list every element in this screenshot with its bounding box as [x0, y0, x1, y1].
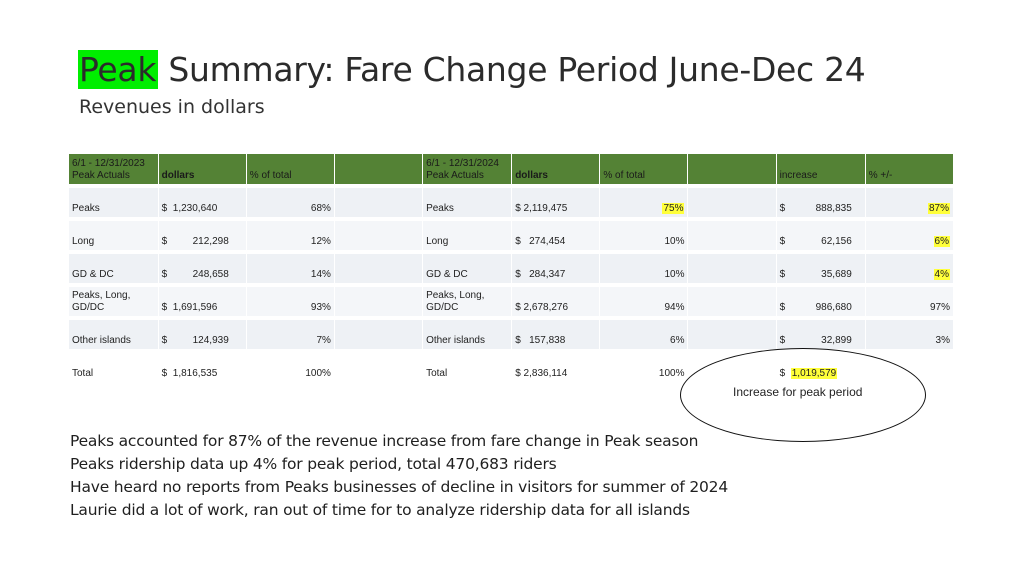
header-increase: increase	[776, 154, 866, 184]
row-increase: $62,156	[776, 219, 866, 254]
row-label-2024: Long	[422, 219, 513, 254]
row-blank	[687, 285, 777, 320]
row-pct-change: 97%	[865, 285, 955, 320]
row-pct-2023: 93%	[246, 285, 335, 320]
header-period-2024: 6/1 - 12/31/2024 Peak Actuals	[422, 154, 513, 184]
row-pct-2023: 68%	[246, 188, 335, 221]
row-blank	[687, 219, 777, 254]
row-label-2023: Other islands	[69, 318, 159, 353]
row-pct-2024: 10%	[599, 219, 689, 254]
table-header: 6/1 - 12/31/2023 Peak Actuals dollars % o…	[69, 154, 955, 184]
row-dollars-2024: $ 2,678,276	[511, 285, 601, 320]
row-dollars-2023: $124,939	[158, 318, 247, 353]
row-label-2024: Peaks	[422, 188, 513, 221]
row-blank	[334, 318, 424, 353]
row-label-2023: Peaks, Long, GD/DC	[69, 285, 159, 320]
callout-oval	[680, 348, 926, 442]
row-blank	[334, 285, 424, 320]
row-pct-2023: 12%	[246, 219, 335, 254]
header-period-2023: 6/1 - 12/31/2023 Peak Actuals	[69, 154, 159, 184]
row-increase: $32,899	[776, 318, 866, 353]
note-line: Peaks accounted for 87% of the revenue i…	[70, 432, 699, 450]
row-label-2024: Other islands	[422, 318, 513, 353]
row-dollars-2023: $212,298	[158, 219, 247, 254]
row-dollars-2023: $ 1,816,535	[158, 351, 247, 386]
row-label-2024: Peaks, Long, GD/DC	[422, 285, 513, 320]
row-blank	[687, 188, 777, 221]
row-label-2023: Long	[69, 219, 159, 254]
row-pct-2024: 6%	[599, 318, 689, 353]
row-pct-2024: 94%	[599, 285, 689, 320]
table-row: Peaks, Long, GD/DC $ 1,691,596 93% Peaks,…	[69, 285, 955, 320]
table-row: Long $212,298 12% Long $ 274,454 10% $62…	[69, 219, 955, 254]
row-pct-change: 6%	[865, 219, 955, 254]
row-pct-2023: 7%	[246, 318, 335, 353]
row-dollars-2023: $ 1,691,596	[158, 285, 247, 320]
note-line: Have heard no reports from Peaks busines…	[70, 478, 728, 496]
row-dollars-2024: $ 274,454	[511, 219, 601, 254]
callout-text: Increase for peak period	[733, 385, 863, 399]
row-blank	[687, 318, 777, 353]
row-pct-change: 3%	[865, 318, 955, 353]
notes-list: Peaks accounted for 87% of the revenue i…	[70, 430, 728, 522]
note-line: Peaks ridership data up 4% for peak peri…	[70, 455, 557, 473]
header-pct-2023: % of total	[246, 154, 335, 184]
header-blank-2	[687, 154, 777, 184]
header-dollars-2023: dollars	[158, 154, 247, 184]
row-dollars-2024: $ 2,836,114	[511, 351, 601, 386]
row-pct-change: 4%	[865, 252, 955, 287]
row-increase: $888,835	[776, 188, 866, 221]
header-pct-2024: % of total	[599, 154, 689, 184]
title-rest: Summary: Fare Change Period June-Dec 24	[158, 50, 866, 89]
row-pct-2023: 14%	[246, 252, 335, 287]
title-highlight: Peak	[78, 50, 159, 89]
row-blank	[334, 252, 424, 287]
row-pct-2023: 100%	[246, 351, 335, 386]
row-label-2024: Total	[422, 351, 513, 386]
row-dollars-2024: $ 2,119,475	[511, 188, 601, 221]
header-blank-1	[334, 154, 424, 184]
slide-subtitle: Revenues in dollars	[79, 96, 265, 118]
row-pct-2024: 100%	[599, 351, 689, 386]
row-dollars-2024: $ 157,838	[511, 318, 601, 353]
row-label-2023: Peaks	[69, 188, 159, 221]
slide-title: Peak Summary: Fare Change Period June-De…	[78, 46, 866, 94]
table-row: GD & DC $248,658 14% GD & DC $ 284,347 1…	[69, 252, 955, 287]
row-dollars-2023: $248,658	[158, 252, 247, 287]
row-pct-change: 87%	[865, 188, 955, 221]
header-dollars-2024: dollars	[511, 154, 601, 184]
row-dollars-2024: $ 284,347	[511, 252, 601, 287]
row-label-2023: Total	[69, 351, 159, 386]
row-dollars-2023: $ 1,230,640	[158, 188, 247, 221]
row-increase: $35,689	[776, 252, 866, 287]
row-blank	[334, 188, 424, 221]
slide-title-wrap: Peak Summary: Fare Change Period June-De…	[78, 46, 866, 96]
row-pct-2024: 75%	[599, 188, 689, 221]
row-increase: $986,680	[776, 285, 866, 320]
row-label-2023: GD & DC	[69, 252, 159, 287]
header-pct-change: % +/-	[865, 154, 955, 184]
row-blank	[687, 252, 777, 287]
row-blank	[334, 219, 424, 254]
table-row: Peaks $ 1,230,640 68% Peaks $ 2,119,475 …	[69, 188, 955, 221]
note-line: Laurie did a lot of work, ran out of tim…	[70, 501, 690, 519]
table-row: Other islands $124,939 7% Other islands …	[69, 318, 955, 353]
row-label-2024: GD & DC	[422, 252, 513, 287]
row-pct-2024: 10%	[599, 252, 689, 287]
revenue-table: 6/1 - 12/31/2023 Peak Actuals dollars % o…	[69, 154, 955, 386]
row-blank	[334, 351, 424, 386]
